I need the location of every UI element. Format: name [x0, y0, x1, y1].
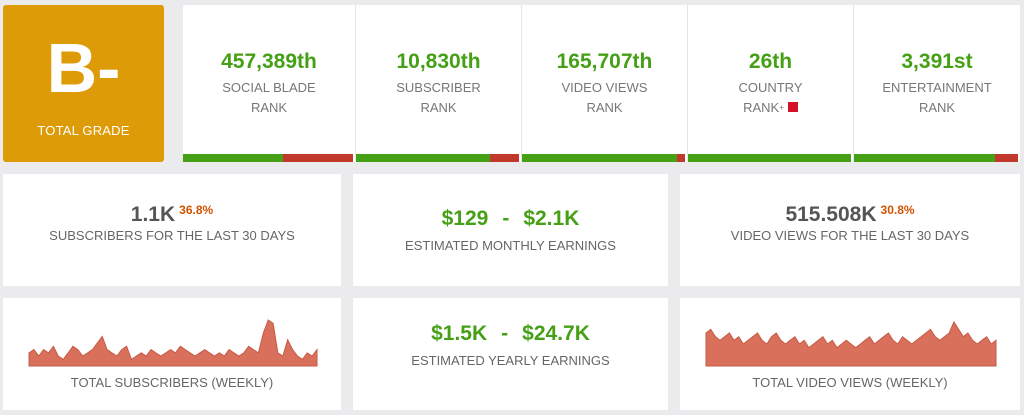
- rank-video-views[interactable]: 165,707th VIDEO VIEWS RANK: [522, 5, 688, 162]
- rank-bar: [688, 154, 851, 162]
- subscribers-30-value: 1.1K: [130, 203, 176, 226]
- yearly-earnings-label: ESTIMATED YEARLY EARNINGS: [411, 353, 610, 368]
- rank-value: 457,389th: [221, 50, 317, 73]
- rank-label: ENTERTAINMENT RANK: [882, 80, 992, 115]
- views-30-percent: 30.8%: [880, 203, 915, 217]
- grade-label: TOTAL GRADE: [37, 123, 130, 138]
- yearly-earnings-low: $1.5K: [431, 322, 488, 345]
- views-sparkline-label: TOTAL VIDEO VIEWS (WEEKLY): [752, 375, 948, 390]
- rank-subscriber[interactable]: 10,830th SUBSCRIBER RANK: [356, 5, 522, 162]
- rank-bar: [356, 154, 519, 162]
- rank-bar: [522, 154, 685, 162]
- subscribers-sparkline: [28, 319, 318, 367]
- rank-entertainment[interactable]: 3,391st ENTERTAINMENT RANK: [854, 5, 1020, 162]
- subscribers-30-percent: 36.8%: [179, 203, 214, 217]
- total-grade-card: B- TOTAL GRADE: [3, 5, 164, 162]
- rank-label: SUBSCRIBER RANK: [396, 80, 481, 115]
- views-30-label: VIDEO VIEWS FOR THE LAST 30 DAYS: [730, 228, 970, 243]
- subscribers-sparkline-area: [28, 319, 318, 367]
- subscribers-sparkline-card[interactable]: TOTAL SUBSCRIBERS (WEEKLY): [3, 298, 341, 410]
- yearly-earnings-high: $24.7K: [522, 322, 590, 345]
- monthly-earnings-low: $129: [441, 207, 489, 230]
- country-flag-icon: [787, 102, 798, 112]
- subscribers-sparkline-label: TOTAL SUBSCRIBERS (WEEKLY): [70, 375, 274, 390]
- rank-value: 3,391st: [901, 50, 973, 73]
- rank-label: VIDEO VIEWS RANK: [561, 80, 648, 115]
- views-sparkline: [705, 320, 997, 367]
- grade-letter: B-: [46, 29, 121, 107]
- subscribers-30-days-card: 1.1K 36.8% SUBSCRIBERS FOR THE LAST 30 DA…: [3, 174, 341, 286]
- rank-bar: [183, 154, 353, 162]
- rank-country[interactable]: 26th COUNTRY RANK+: [688, 5, 854, 162]
- monthly-earnings-card: $129- $2.1K ESTIMATED MONTHLY EARNINGS: [353, 174, 668, 286]
- yearly-earnings-card: $1.5K - $24.7K ESTIMATED YEARLY EARNINGS: [353, 298, 668, 410]
- ranks-card: 457,389th SOCIAL BLADE RANK 10,830th SUBS…: [183, 5, 1020, 162]
- rank-value: 26th: [748, 50, 793, 73]
- views-30-days-card: 515.508K 30.8% VIDEO VIEWS FOR THE LAST 3…: [680, 174, 1020, 286]
- rank-social-blade[interactable]: 457,389th SOCIAL BLADE RANK: [183, 5, 356, 162]
- rank-label: COUNTRY RANK+: [738, 80, 803, 115]
- views-sparkline-area: [705, 320, 997, 367]
- views-30-value: 515.508K: [785, 203, 877, 226]
- rank-bar: [854, 154, 1018, 162]
- rank-value: 10,830th: [396, 50, 481, 73]
- subscribers-30-label: SUBSCRIBERS FOR THE LAST 30 DAYS: [49, 228, 295, 243]
- rank-value: 165,707th: [556, 50, 653, 73]
- monthly-earnings-high: $2.1K: [523, 207, 580, 230]
- info-marker-icon: +: [779, 103, 784, 112]
- rank-label: SOCIAL BLADE RANK: [222, 80, 316, 115]
- monthly-earnings-label: ESTIMATED MONTHLY EARNINGS: [405, 238, 616, 253]
- views-sparkline-card[interactable]: TOTAL VIDEO VIEWS (WEEKLY): [680, 298, 1020, 410]
